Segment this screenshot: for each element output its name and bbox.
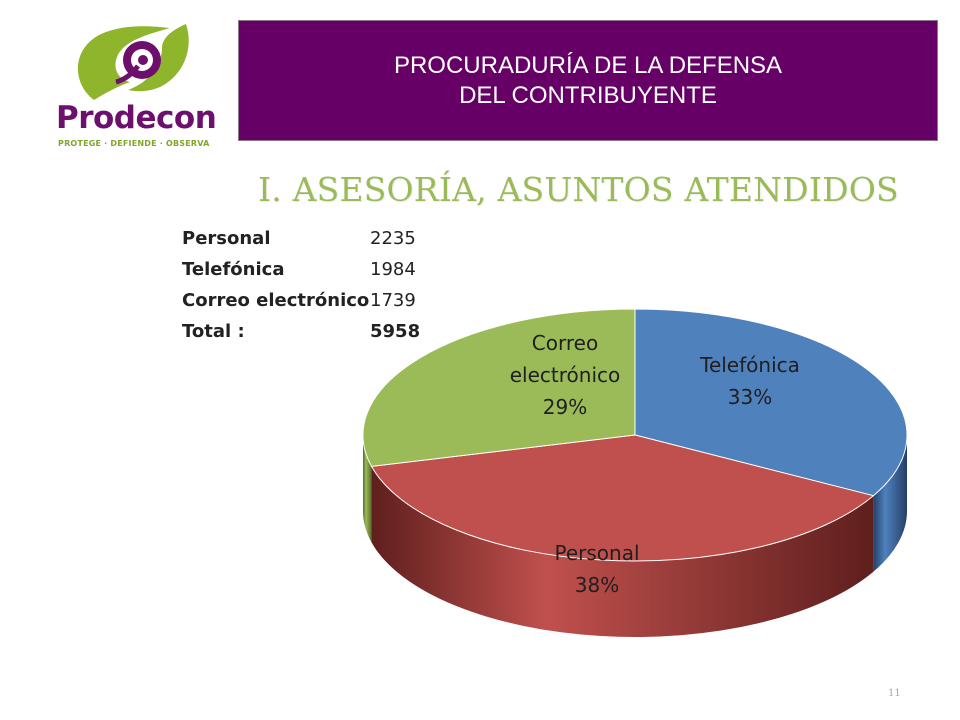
row-value: 2235 <box>370 228 416 249</box>
logo-wordmark: Prodecon <box>56 100 217 136</box>
pie-side-personal <box>371 466 874 637</box>
header-line-1: PROCURADURÍA DE LA DEFENSA <box>393 51 783 79</box>
pie-slice-telefónica <box>634 308 908 497</box>
row-label: Telefónica <box>182 259 285 280</box>
row-label: Correo electrónico <box>182 290 370 311</box>
row-label: Personal <box>182 228 271 249</box>
pie-side-correo-electrónico <box>363 435 372 543</box>
eye-logo-icon <box>77 24 189 101</box>
slide-title: I. ASESORÍA, ASUNTOS ATENDIDOS <box>258 170 899 209</box>
total-label: Total : <box>182 321 245 342</box>
total-value: 5958 <box>370 321 421 342</box>
pie-side-telefónica <box>873 435 907 572</box>
row-value: 1739 <box>370 290 416 311</box>
header-banner: PROCURADURÍA DE LA DEFENSA DEL CONTRIBUY… <box>238 20 938 141</box>
logo-tagline: PROTEGE · DEFIENDE · OBSERVA <box>58 139 210 148</box>
pie-label-telefónica: Telefónica 33% <box>699 353 800 409</box>
row-value: 1984 <box>370 259 416 280</box>
pie-label-personal: Personal 38% <box>554 541 639 597</box>
pie-slice-correo-electrónico <box>362 308 636 467</box>
prodecon-logo: Prodecon PROTEGE · DEFIENDE · OBSERVA <box>44 18 224 148</box>
pie-slice-personal <box>370 434 875 562</box>
page-number: 11 <box>888 688 901 699</box>
pie-label-correo-electrónico: Correo electrónico 29% <box>510 331 621 419</box>
header-line-2: DEL CONTRIBUYENTE <box>459 81 717 109</box>
pie-chart: Telefónica 33% Personal 38% Correo electrónic… <box>362 308 908 637</box>
